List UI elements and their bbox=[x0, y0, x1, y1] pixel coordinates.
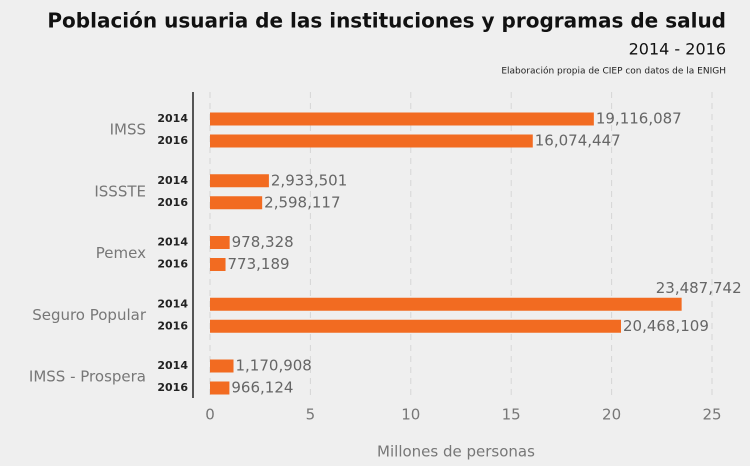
value-label: 1,170,908 bbox=[236, 357, 312, 375]
series-label: 2014 bbox=[157, 359, 188, 372]
x-tick-label: 5 bbox=[306, 406, 316, 424]
value-label: 978,328 bbox=[232, 233, 294, 251]
series-label: 2014 bbox=[157, 112, 188, 125]
category-label: IMSS bbox=[110, 121, 146, 139]
series-label: 2016 bbox=[157, 319, 188, 332]
value-label: 19,116,087 bbox=[596, 110, 682, 128]
value-label: 20,468,109 bbox=[623, 317, 709, 335]
value-label: 2,598,117 bbox=[264, 193, 340, 211]
bar bbox=[210, 174, 269, 188]
chart-title: Población usuaria de las instituciones y… bbox=[47, 9, 726, 33]
bar bbox=[210, 359, 234, 373]
series-label: 2014 bbox=[157, 174, 188, 187]
bar bbox=[210, 236, 230, 249]
series-label: 2016 bbox=[157, 381, 188, 394]
series-label: 2014 bbox=[157, 236, 188, 249]
series-label: 2016 bbox=[157, 134, 188, 147]
series-label: 2016 bbox=[157, 258, 188, 271]
bar bbox=[210, 258, 226, 271]
bar bbox=[210, 381, 230, 395]
x-tick-label: 0 bbox=[205, 406, 215, 424]
bar bbox=[210, 112, 594, 126]
x-tick-label: 15 bbox=[502, 406, 521, 424]
bar bbox=[210, 319, 621, 333]
x-tick-label: 25 bbox=[702, 406, 721, 424]
x-axis-title: Millones de personas bbox=[377, 443, 535, 461]
series-label: 2014 bbox=[157, 297, 188, 310]
bar bbox=[210, 297, 682, 311]
value-label: 23,487,742 bbox=[656, 279, 742, 297]
value-label: 773,189 bbox=[228, 255, 290, 273]
value-label: 16,074,447 bbox=[535, 132, 621, 150]
category-label: Seguro Popular bbox=[32, 306, 147, 324]
x-tick-label: 10 bbox=[401, 406, 420, 424]
category-label: IMSS - Prospera bbox=[29, 368, 146, 386]
chart-subtitle: 2014 - 2016 bbox=[629, 40, 726, 59]
x-tick-label: 20 bbox=[602, 406, 621, 424]
category-label: ISSSTE bbox=[94, 182, 146, 200]
value-label: 966,124 bbox=[231, 379, 293, 397]
series-label: 2016 bbox=[157, 196, 188, 209]
category-label: Pemex bbox=[96, 244, 146, 262]
bar bbox=[210, 134, 533, 148]
source-note: Elaboración propia de CIEP con datos de … bbox=[501, 66, 726, 77]
bar bbox=[210, 196, 263, 210]
value-label: 2,933,501 bbox=[271, 171, 347, 189]
